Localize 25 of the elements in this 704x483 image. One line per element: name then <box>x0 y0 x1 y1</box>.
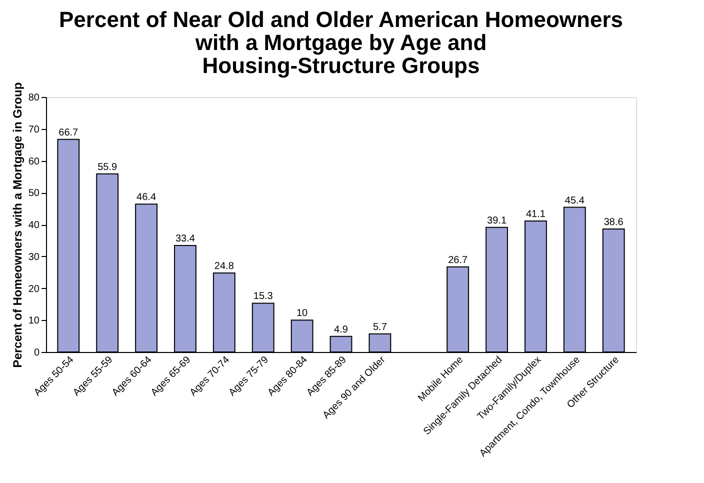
y-tick-label: 0 <box>34 348 40 358</box>
data-label: 26.7 <box>448 254 468 266</box>
data-label: 24.8 <box>214 260 234 272</box>
data-label: 38.6 <box>604 216 624 228</box>
y-tick-label: 80 <box>28 92 40 104</box>
data-label: 45.4 <box>564 195 585 206</box>
data-label: 39.1 <box>487 215 507 226</box>
data-label: 10 <box>296 308 308 320</box>
y-axis-title: Percent of Homeowners with a Mortgage in Group <box>10 82 24 368</box>
data-label: 55.9 <box>98 162 118 173</box>
y-tick-label: 20 <box>28 284 40 295</box>
y-tick-label: 40 <box>28 220 40 231</box>
y-tick-label: 70 <box>28 124 40 136</box>
y-tick-label: 30 <box>28 252 40 263</box>
chart-title: Percent of Near Old and Older American Homeowners with a Mortgage by Age and Housing-Structure Groups <box>58 6 624 78</box>
y-tick-label: 10 <box>28 316 40 327</box>
data-label: 5.7 <box>372 322 388 333</box>
data-label: 4.9 <box>334 324 348 336</box>
y-tick-label: 50 <box>28 188 40 200</box>
data-label: 66.7 <box>58 127 79 138</box>
data-label: 41.1 <box>526 208 546 220</box>
y-tick-label: 60 <box>28 156 40 168</box>
data-label: 15.3 <box>253 291 274 302</box>
data-label: 46.4 <box>136 192 156 204</box>
data-label: 33.4 <box>175 234 196 245</box>
